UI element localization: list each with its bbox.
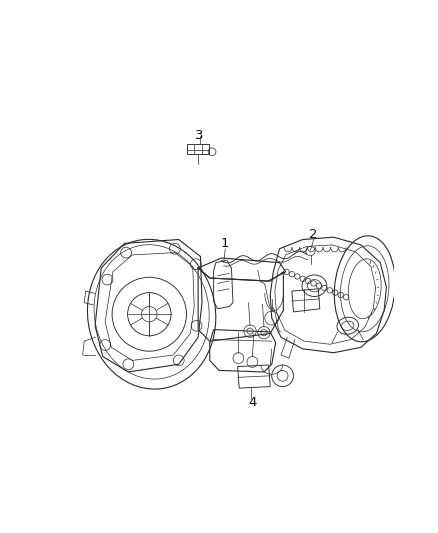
Text: 2: 2 bbox=[309, 229, 318, 241]
Text: 3: 3 bbox=[195, 129, 204, 142]
Text: 1: 1 bbox=[221, 237, 230, 250]
Text: 4: 4 bbox=[248, 396, 257, 409]
